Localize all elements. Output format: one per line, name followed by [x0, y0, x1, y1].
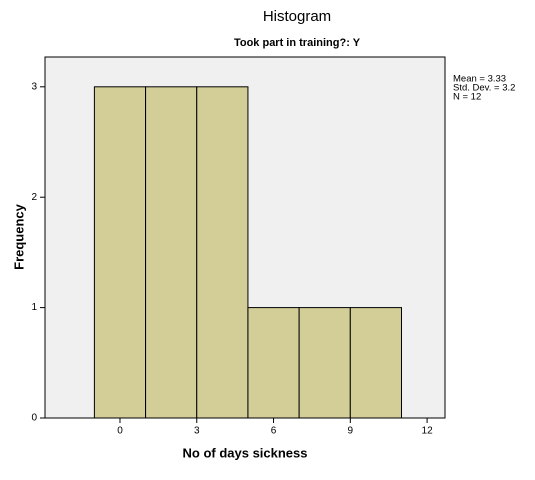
bar [298, 307, 351, 419]
x-tick-label: 6 [271, 426, 277, 437]
chart-subtitle: Took part in training?: Y [234, 37, 361, 49]
y-tick-label: 3 [31, 81, 37, 92]
annotation: Mean = 3.33 [453, 74, 506, 85]
y-tick-label: 2 [31, 192, 37, 203]
y-tick-label: 0 [31, 413, 37, 424]
x-tick-label: 12 [422, 426, 434, 437]
x-tick-label: 0 [117, 426, 123, 437]
bar [196, 86, 249, 419]
x-tick-label: 9 [348, 426, 354, 437]
x-tick-label: 3 [194, 426, 200, 437]
y-axis-label: Frequency [11, 203, 26, 270]
bar [145, 86, 198, 419]
bar [349, 307, 402, 419]
x-axis-label: No of days sickness [183, 445, 308, 460]
bar [93, 86, 147, 419]
chart-title: Histogram [263, 8, 331, 25]
annotation: N = 12 [453, 92, 481, 103]
bar [247, 307, 300, 419]
y-tick-label: 1 [31, 302, 37, 313]
annotation: Std. Dev. = 3.2 [453, 83, 515, 94]
